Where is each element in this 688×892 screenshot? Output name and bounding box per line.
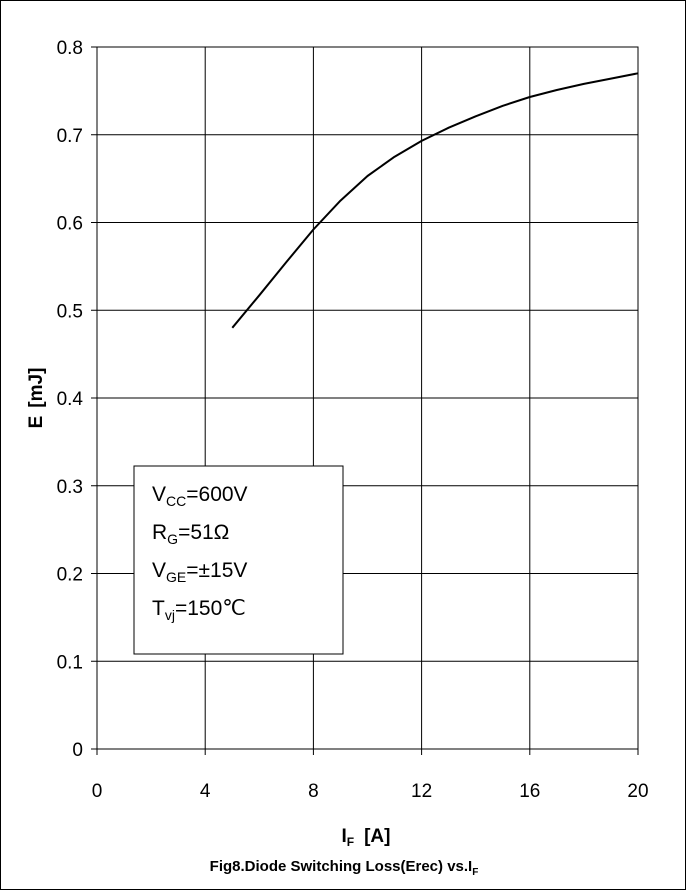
y-tick-label: 0.2 (57, 565, 83, 586)
y-tick-label: 0 (72, 740, 83, 761)
series-line (231, 72, 639, 329)
plot-area (96, 46, 639, 750)
conditions-box: VCC=600V RG=51Ω VGE=±15V Tvj=150℃ (133, 465, 344, 655)
y-tick-label: 0.1 (57, 652, 83, 673)
figure-caption: Fig8.Diode Switching Loss(Erec) vs.IF (210, 858, 479, 878)
x-tick-label: 4 (200, 781, 211, 802)
x-tick-label: 8 (308, 781, 319, 802)
y-tick-label: 0.7 (57, 126, 83, 147)
conditions-box-border (133, 465, 344, 655)
condition-line: VGE=±15V (152, 559, 247, 585)
y-tick-label: 0.3 (57, 477, 83, 498)
x-tick-label: 20 (627, 781, 648, 802)
y-tick-label: 0.8 (57, 38, 83, 59)
y-tick-label: 0.5 (57, 301, 83, 322)
condition-line: VCC=600V (152, 483, 248, 509)
condition-line: RG=51Ω (152, 521, 229, 547)
y-tick-labels: 0 0.1 0.2 0.3 0.4 0.5 0.6 0.7 0.8 (57, 38, 84, 761)
condition-line: Tvj=150℃ (152, 597, 246, 623)
x-tick-label: 16 (519, 781, 540, 802)
x-tick-label: 12 (411, 781, 432, 802)
series-layer (231, 72, 639, 329)
x-tick-label: 0 (92, 781, 103, 802)
x-axis-title: IF [A] (341, 826, 390, 849)
y-tick-label: 0.6 (57, 214, 83, 235)
y-axis-title: E[mJ] (26, 368, 47, 429)
x-tick-labels: 0 4 8 12 16 20 (92, 781, 649, 802)
y-tick-label: 0.4 (57, 389, 84, 410)
